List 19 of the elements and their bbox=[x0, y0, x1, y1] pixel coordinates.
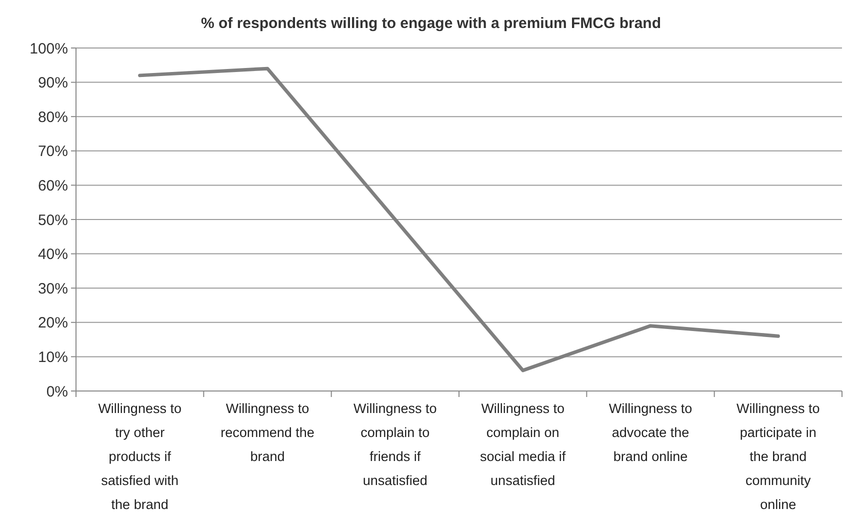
x-tick-label: Willingness to advocate the brand online bbox=[608, 401, 692, 464]
x-tick-label: Willingness to try other products if satisfied with the brand bbox=[98, 401, 182, 512]
x-tick-label: Willingness to recommend the brand bbox=[220, 401, 314, 464]
line-series bbox=[138, 66, 780, 372]
y-tick-label: 100% bbox=[30, 40, 68, 58]
chart-title: % of respondents willing to engage with a premium FMCG brand bbox=[200, 15, 662, 32]
y-tick-label: 90% bbox=[38, 74, 68, 92]
y-tick-label: 10% bbox=[38, 348, 68, 366]
x-tick-label: Willingness to complain to friends if unsatisfied bbox=[354, 401, 437, 488]
y-tick-label: 30% bbox=[38, 280, 68, 298]
y-tick-label: 60% bbox=[38, 177, 68, 194]
y-tick-label: 20% bbox=[38, 314, 68, 332]
y-tick-label: 0% bbox=[46, 383, 68, 400]
y-tick-label: 80% bbox=[38, 108, 68, 126]
y-tick-label: 50% bbox=[38, 212, 68, 229]
y-tick-label: 70% bbox=[38, 143, 68, 160]
x-tick-label: Willingness to participate in the brand community online bbox=[736, 401, 820, 512]
y-tick-label: 40% bbox=[38, 246, 68, 264]
x-tick-label: Willingness to complain on social media if unsatisfied bbox=[480, 401, 566, 488]
